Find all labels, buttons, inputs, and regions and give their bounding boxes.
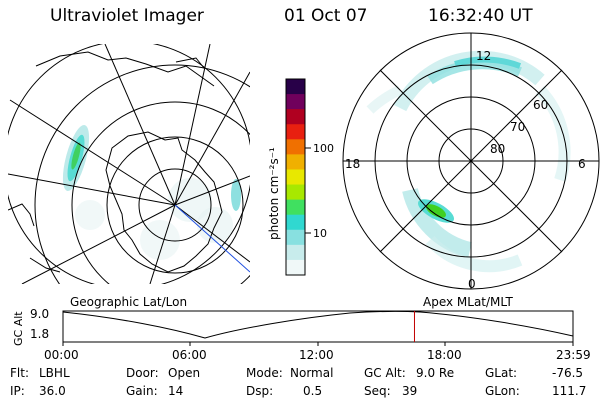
coastline-left bbox=[8, 203, 61, 273]
polar-plot bbox=[342, 32, 600, 290]
altitude-tick-high: 9.0 bbox=[30, 307, 50, 321]
colorbar-band bbox=[286, 169, 305, 186]
gain-label: Gain: bbox=[126, 384, 158, 398]
mlat-label-80: 80 bbox=[490, 142, 505, 156]
ip-label: IP: bbox=[10, 384, 25, 398]
ip-value: 36.0 bbox=[39, 384, 66, 398]
coastline-north bbox=[35, 51, 215, 87]
colorbar-label-100: 100 bbox=[313, 142, 334, 155]
observation-date: 01 Oct 07 bbox=[284, 6, 368, 26]
colorbar-band bbox=[286, 184, 305, 201]
mlt-label-12: 12 bbox=[476, 49, 491, 63]
colorbar-band bbox=[286, 109, 305, 125]
colorbar-band bbox=[286, 79, 305, 95]
gc-alt-value: 9.0 Re bbox=[416, 366, 455, 380]
colorbar-band bbox=[286, 94, 305, 110]
geographic-map-panel bbox=[8, 44, 250, 284]
colorbar-band bbox=[286, 259, 305, 276]
mlt-label-0: 0 bbox=[468, 277, 476, 291]
filter-value: LBHL bbox=[39, 366, 70, 380]
altitude-tick-low: 1.8 bbox=[30, 327, 50, 341]
seq-value: 39 bbox=[402, 384, 418, 398]
instrument-title: Ultraviolet Imager bbox=[50, 6, 204, 26]
glon-value: 111.7 bbox=[552, 384, 587, 398]
altitude-plot bbox=[62, 310, 574, 346]
time-tick-1200: 12:00 bbox=[299, 348, 334, 362]
altitude-curve bbox=[62, 310, 574, 339]
observation-time: 16:32:40 UT bbox=[428, 6, 533, 26]
apex-label: Apex MLat/MLT bbox=[423, 295, 513, 309]
colorbar bbox=[285, 78, 311, 276]
altitude-axis-label: GC Alt bbox=[12, 311, 25, 346]
gain-value: 14 bbox=[168, 384, 184, 398]
dsp-label: Dsp: bbox=[246, 384, 274, 398]
colorbar-band bbox=[286, 199, 305, 216]
mlt-label-6: 6 bbox=[578, 157, 586, 171]
satellite-track bbox=[174, 204, 250, 273]
mlt-label-18: 18 bbox=[345, 157, 360, 171]
mlat-label-60: 60 bbox=[533, 98, 548, 112]
colorbar-gradient bbox=[286, 79, 305, 276]
altitude-plot-frame bbox=[62, 310, 574, 343]
colorbar-band bbox=[286, 124, 305, 140]
meridians bbox=[8, 44, 250, 284]
time-tick-2359: 23:59 bbox=[556, 348, 591, 362]
polar-mlt-lines bbox=[343, 33, 599, 289]
seq-label: Seq: bbox=[364, 384, 391, 398]
aurora-patch-left bbox=[62, 125, 241, 211]
time-tick-1800: 18:00 bbox=[427, 348, 462, 362]
geographic-label: Geographic Lat/Lon bbox=[70, 295, 188, 309]
glat-value: -76.5 bbox=[552, 366, 584, 380]
colorbar-band bbox=[286, 244, 305, 261]
colorbar-label-10: 10 bbox=[313, 227, 327, 240]
time-tick-0000: 00:00 bbox=[44, 348, 79, 362]
door-value: Open bbox=[168, 366, 201, 380]
colorbar-band bbox=[286, 154, 305, 170]
colorbar-band bbox=[286, 214, 305, 231]
door-label: Door: bbox=[126, 366, 159, 380]
dsp-value: 0.5 bbox=[303, 384, 323, 398]
filter-label: Flt: bbox=[10, 366, 29, 380]
colorbar-frame bbox=[285, 78, 306, 276]
map-horizon bbox=[8, 44, 250, 284]
colorbar-band bbox=[286, 229, 305, 246]
altitude-x-ticks bbox=[62, 342, 574, 346]
continent-outline bbox=[105, 131, 223, 273]
mlat-label-70: 70 bbox=[510, 120, 525, 134]
time-tick-0600: 06:00 bbox=[172, 348, 207, 362]
mode-label: Mode: bbox=[246, 366, 283, 380]
glat-label: GLat: bbox=[485, 366, 518, 380]
gc-alt-label: GC Alt: bbox=[364, 366, 406, 380]
latitude-circles bbox=[34, 64, 250, 284]
mode-value: Normal bbox=[290, 366, 334, 380]
colorbar-unit: photon cm⁻²s⁻¹ bbox=[267, 147, 281, 240]
glon-label: GLon: bbox=[485, 384, 520, 398]
colorbar-band bbox=[286, 139, 305, 155]
